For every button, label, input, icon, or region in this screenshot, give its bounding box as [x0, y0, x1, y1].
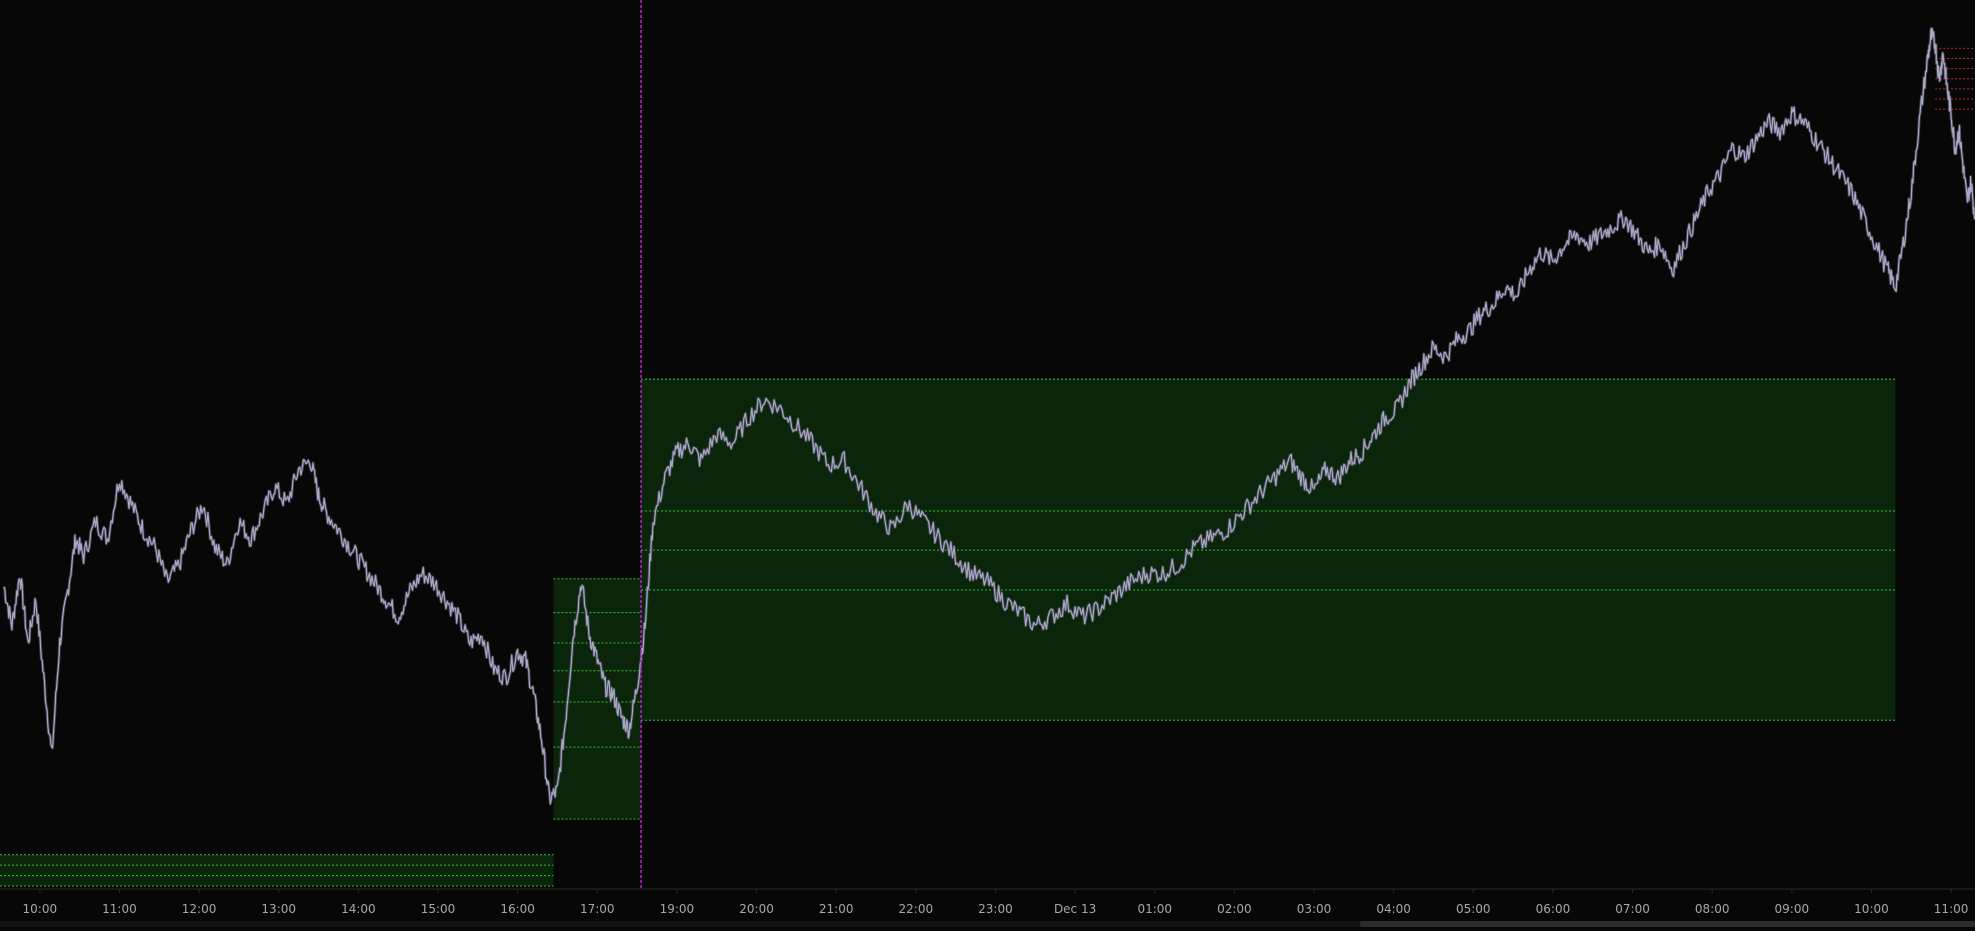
x-tick-label-7: 17:00	[580, 902, 615, 916]
x-axis-ticks: 10:00 11:00 12:00 13:00 14:00 15:00 16:00 17:00…	[23, 889, 1969, 916]
price-series-0-line	[3, 27, 1975, 805]
x-tick-label-2: 12:00	[182, 902, 217, 916]
x-tick-label-18: 05:00	[1456, 902, 1491, 916]
scrollbar-thumb[interactable]	[1360, 921, 1975, 927]
x-tick-label-19: 06:00	[1536, 902, 1571, 916]
x-tick-label-15: 02:00	[1217, 902, 1252, 916]
x-tick-label-13: Dec 13	[1054, 902, 1096, 916]
price-layer	[2, 27, 1975, 806]
x-tick-label-4: 14:00	[341, 902, 376, 916]
x-tick-label-17: 04:00	[1376, 902, 1411, 916]
x-tick-label-24: 11:00	[1934, 902, 1969, 916]
x-tick-label-14: 01:00	[1137, 902, 1172, 916]
x-tick-label-6: 16:00	[500, 902, 535, 916]
x-tick-label-20: 07:00	[1615, 902, 1650, 916]
x-tick-label-11: 22:00	[899, 902, 934, 916]
x-tick-label-16: 03:00	[1297, 902, 1332, 916]
zones-layer	[0, 47, 1975, 887]
x-tick-label-3: 13:00	[261, 902, 296, 916]
x-tick-label-21: 08:00	[1695, 902, 1730, 916]
x-tick-label-12: 23:00	[978, 902, 1013, 916]
x-tick-label-0: 10:00	[23, 902, 58, 916]
x-tick-label-8: 19:00	[660, 902, 695, 916]
x-tick-label-5: 15:00	[421, 902, 456, 916]
demand-zone-0	[0, 854, 554, 886]
x-tick-label-9: 20:00	[739, 902, 774, 916]
x-tick-label-10: 21:00	[819, 902, 854, 916]
x-tick-label-23: 10:00	[1854, 902, 1889, 916]
horizontal-scrollbar[interactable]	[0, 921, 1975, 927]
x-tick-label-1: 11:00	[102, 902, 137, 916]
x-tick-label-22: 09:00	[1775, 902, 1810, 916]
